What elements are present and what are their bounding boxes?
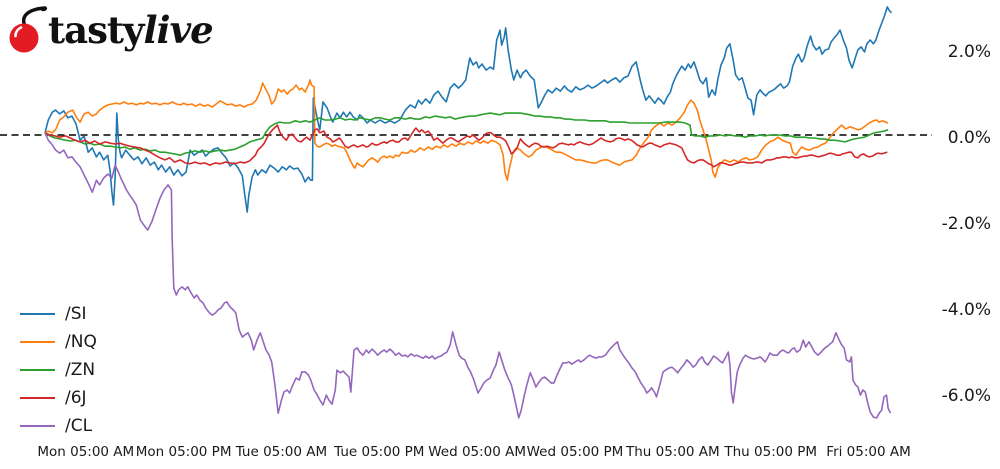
legend-label: /ZN (65, 360, 96, 380)
legend-label: /NQ (65, 332, 97, 352)
brand-name-italic: live (143, 8, 214, 52)
legend-label: /6J (65, 388, 87, 408)
legend-item-6j: /6J (20, 384, 97, 412)
y-tick-label: -6.0% (941, 386, 991, 406)
x-tick-label: Wed 05:00 AM (428, 444, 527, 460)
legend-item-zn: /ZN (20, 356, 97, 384)
series-line-nq (44, 79, 889, 181)
legend-item-nq: /NQ (20, 328, 97, 356)
series-line-zn (44, 112, 889, 156)
legend-item-si: /SI (20, 300, 97, 328)
brand-name: tastylive (48, 5, 214, 55)
x-tick-label: Tue 05:00 PM (334, 444, 425, 460)
series-line-cl (44, 132, 892, 419)
x-tick-label: Thu 05:00 AM (625, 444, 720, 460)
x-tick-label: Fri 05:00 AM (826, 444, 911, 460)
chart-legend: /SI /NQ /ZN /6J /CL (20, 300, 97, 440)
x-tick-label: Thu 05:00 PM (724, 444, 818, 460)
brand-name-regular: tasty (48, 8, 144, 52)
y-tick-label: 0.0% (947, 128, 991, 148)
legend-line-sample (20, 369, 55, 371)
x-tick-label: Wed 05:00 PM (526, 444, 624, 460)
series-line-si (44, 6, 893, 213)
y-tick-label: 2.0% (947, 42, 991, 62)
y-tick-label: -2.0% (941, 214, 991, 234)
legend-line-sample (20, 313, 55, 315)
series-line-6j (44, 124, 888, 168)
legend-line-sample (20, 341, 55, 343)
y-tick-label: -4.0% (941, 300, 991, 320)
legend-line-sample (20, 425, 55, 427)
x-tick-label: Mon 05:00 AM (37, 444, 135, 460)
x-tick-label: Tue 05:00 AM (235, 444, 328, 460)
legend-label: /CL (65, 416, 93, 436)
x-tick-label: Mon 05:00 PM (135, 444, 232, 460)
legend-item-cl: /CL (20, 412, 97, 440)
cherry-icon (9, 6, 48, 53)
brand-logo: tastylive (8, 4, 214, 56)
legend-label: /SI (65, 304, 87, 324)
legend-line-sample (20, 397, 55, 399)
